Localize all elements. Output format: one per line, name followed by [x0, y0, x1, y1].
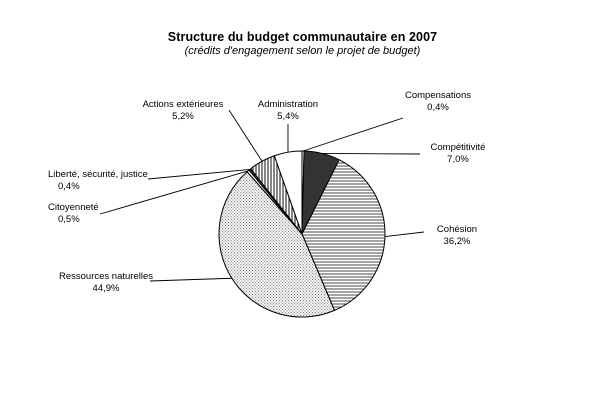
- leader-line-cohesion: [384, 231, 425, 238]
- slice-label-cohesion: Cohésion: [437, 224, 477, 235]
- slice-labels-layer: Compensations0,4%Compétitivité7,0%Cohési…: [48, 90, 485, 294]
- slice-value-compensations: 0,4%: [427, 102, 449, 113]
- slices-layer: [218, 150, 386, 318]
- leader-line-liberte-securite-justice: [147, 168, 250, 180]
- leader-line-competitivite: [322, 153, 421, 155]
- slice-value-competitivite: 7,0%: [447, 154, 469, 165]
- leader-line-actions-exterieures: [228, 109, 263, 162]
- leader-line-citoyennete: [99, 170, 249, 215]
- slice-value-liberte-securite-justice: 0,4%: [58, 181, 80, 192]
- slice-label-liberte-securite-justice: Liberté, sécurité, justice: [48, 169, 148, 180]
- slice-value-actions-exterieures: 5,2%: [172, 111, 194, 122]
- pie-slice-administration: [273, 150, 303, 235]
- leader-line-ressources-naturelles: [149, 277, 232, 282]
- slice-value-cohesion: 36,2%: [444, 236, 471, 247]
- slice-label-ressources-naturelles: Ressources naturelles: [59, 271, 153, 282]
- slice-label-competitivite: Compétitivité: [431, 142, 486, 153]
- slice-value-citoyennete: 0,5%: [58, 214, 80, 225]
- slice-label-citoyennete: Citoyenneté: [48, 202, 99, 213]
- pie-slice-ressources-naturelles: [218, 171, 335, 318]
- chart-title: Structure du budget communautaire en 200…: [167, 30, 438, 44]
- pie-slice-cohesion: [301, 159, 386, 311]
- slice-value-ressources-naturelles: 44,9%: [93, 283, 120, 294]
- slice-label-actions-exterieures: Actions extérieures: [143, 99, 224, 110]
- leader-line-compensations: [302, 117, 404, 152]
- chart-subtitle: (crédits d'engagement selon le projet de…: [184, 45, 421, 57]
- slice-label-compensations: Compensations: [405, 90, 471, 101]
- leader-lines-layer: [99, 109, 425, 282]
- slice-label-administration: Administration: [258, 99, 318, 110]
- slice-value-administration: 5,4%: [277, 111, 299, 122]
